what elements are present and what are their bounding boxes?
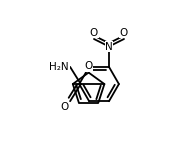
Text: O: O: [120, 28, 128, 38]
Text: H₂N: H₂N: [49, 62, 69, 72]
Text: O: O: [84, 61, 93, 72]
Text: O: O: [90, 28, 98, 38]
Text: N: N: [105, 42, 113, 52]
Text: O: O: [61, 102, 69, 112]
